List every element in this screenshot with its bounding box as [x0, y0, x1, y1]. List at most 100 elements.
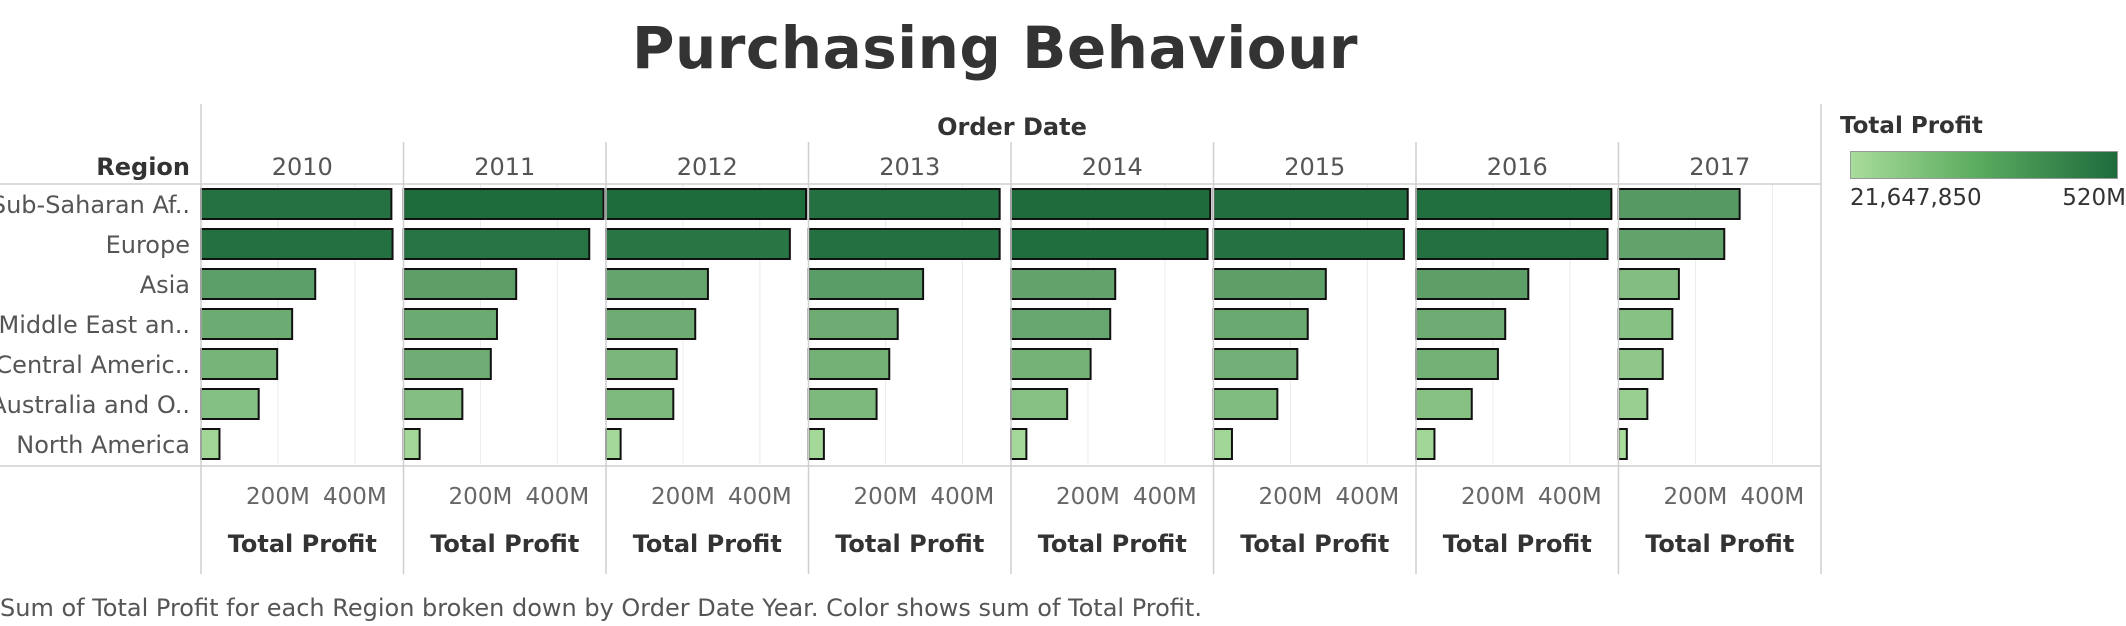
bar — [1617, 428, 1628, 460]
bar — [1415, 388, 1473, 420]
x-axis-title: Total Profit — [1645, 530, 1794, 558]
year-header: 2016 — [1487, 153, 1548, 181]
bar — [402, 428, 421, 460]
bar — [807, 188, 1001, 220]
bar — [605, 188, 807, 220]
chart-footnote: Sum of Total Profit for each Region brok… — [0, 594, 1202, 622]
legend-max-label: 520M — [2062, 185, 2126, 211]
x-tick-label: 200M — [246, 484, 310, 510]
x-tick-label: 400M — [1538, 484, 1602, 510]
region-label: Europe — [106, 231, 190, 259]
bar — [605, 308, 697, 340]
bar — [402, 388, 464, 420]
x-tick-label: 200M — [449, 484, 513, 510]
panel-2011: 2011 200M 400M Total Profit — [402, 153, 605, 558]
x-axis-title: Total Profit — [1443, 530, 1592, 558]
bar — [1617, 308, 1674, 340]
bar — [200, 308, 294, 340]
bar-chart: Order Date Region 2010 200M 400M Total Prof… — [0, 104, 1822, 574]
bar — [605, 428, 622, 460]
bar — [402, 268, 518, 300]
chart-title: Purchasing Behaviour — [632, 14, 1359, 82]
bar — [1010, 188, 1212, 220]
region-label: Asia — [140, 271, 190, 299]
bar — [200, 188, 393, 220]
legend-min-label: 21,647,850 — [1850, 185, 1982, 211]
bar — [1415, 268, 1530, 300]
bar — [1212, 308, 1309, 340]
column-header: Order Date — [937, 113, 1087, 141]
x-tick-label: 400M — [728, 484, 792, 510]
panel-2017: 2017 200M 400M Total Profit — [1617, 153, 1804, 558]
bar — [1617, 388, 1649, 420]
panel-2015: 2015 200M 400M Total Profit — [1212, 153, 1409, 558]
x-axis-title: Total Profit — [633, 530, 782, 558]
year-header: 2014 — [1082, 153, 1143, 181]
bar — [807, 428, 825, 460]
bar — [807, 388, 878, 420]
bar — [1212, 388, 1279, 420]
bar — [807, 268, 925, 300]
bar — [605, 268, 709, 300]
chart-frame — [0, 104, 1822, 574]
region-label: Middle East an.. — [0, 311, 190, 339]
x-tick-label: 400M — [525, 484, 589, 510]
x-tick-label: 200M — [1664, 484, 1728, 510]
bar — [1010, 308, 1112, 340]
bar — [1617, 188, 1741, 220]
bar — [1010, 268, 1117, 300]
bar — [1617, 228, 1726, 260]
x-axis-title: Total Profit — [430, 530, 579, 558]
color-legend: Total Profit 21,647,850 520M — [1840, 113, 2126, 215]
year-header: 2010 — [272, 153, 333, 181]
x-tick-label: 200M — [1259, 484, 1323, 510]
bar — [1212, 268, 1327, 300]
bar — [1010, 428, 1028, 460]
bar — [1415, 348, 1499, 380]
bar — [1415, 188, 1613, 220]
bar — [1617, 268, 1680, 300]
bar — [1212, 188, 1409, 220]
bar — [807, 348, 891, 380]
bar — [402, 308, 498, 340]
legend-labels: 21,647,850 520M — [1850, 185, 2126, 215]
x-tick-label: 200M — [1461, 484, 1525, 510]
bar — [605, 388, 675, 420]
x-axis-title: Total Profit — [1038, 530, 1187, 558]
year-header: 2011 — [474, 153, 535, 181]
region-labels: Sub-Saharan Af.. Europe Asia Middle East an… — [0, 191, 190, 459]
panels-layer: 2010 200M 400M Total Profit 2011 200M 400M Tota… — [200, 153, 1804, 558]
bar — [200, 268, 317, 300]
row-header: Region — [96, 153, 190, 181]
year-header: 2017 — [1689, 153, 1750, 181]
bar — [1010, 348, 1092, 380]
bar — [605, 348, 678, 380]
region-label: Sub-Saharan Af.. — [0, 191, 190, 219]
year-header: 2015 — [1284, 153, 1345, 181]
x-axis-title: Total Profit — [1240, 530, 1389, 558]
bar — [1415, 428, 1436, 460]
legend-title: Total Profit — [1840, 113, 1983, 139]
x-tick-label: 400M — [1133, 484, 1197, 510]
x-tick-label: 200M — [1056, 484, 1120, 510]
year-header: 2012 — [677, 153, 738, 181]
region-label: Australia and O.. — [0, 391, 190, 419]
x-axis-title: Total Profit — [228, 530, 377, 558]
panel-2013: 2013 200M 400M Total Profit — [807, 153, 1001, 558]
legend-color-ramp — [1850, 151, 2118, 179]
bar — [200, 348, 279, 380]
bar — [200, 388, 260, 420]
bar — [1010, 388, 1069, 420]
bar — [1212, 228, 1405, 260]
x-axis-title: Total Profit — [835, 530, 984, 558]
panel-2014: 2014 200M 400M Total Profit — [1010, 153, 1212, 558]
year-header: 2013 — [879, 153, 940, 181]
bar — [1415, 228, 1609, 260]
bar — [200, 428, 221, 460]
bar — [1010, 228, 1209, 260]
x-tick-label: 400M — [1740, 484, 1804, 510]
bar — [402, 348, 492, 380]
x-tick-label: 400M — [930, 484, 994, 510]
bar — [1617, 348, 1664, 380]
bar — [807, 308, 899, 340]
